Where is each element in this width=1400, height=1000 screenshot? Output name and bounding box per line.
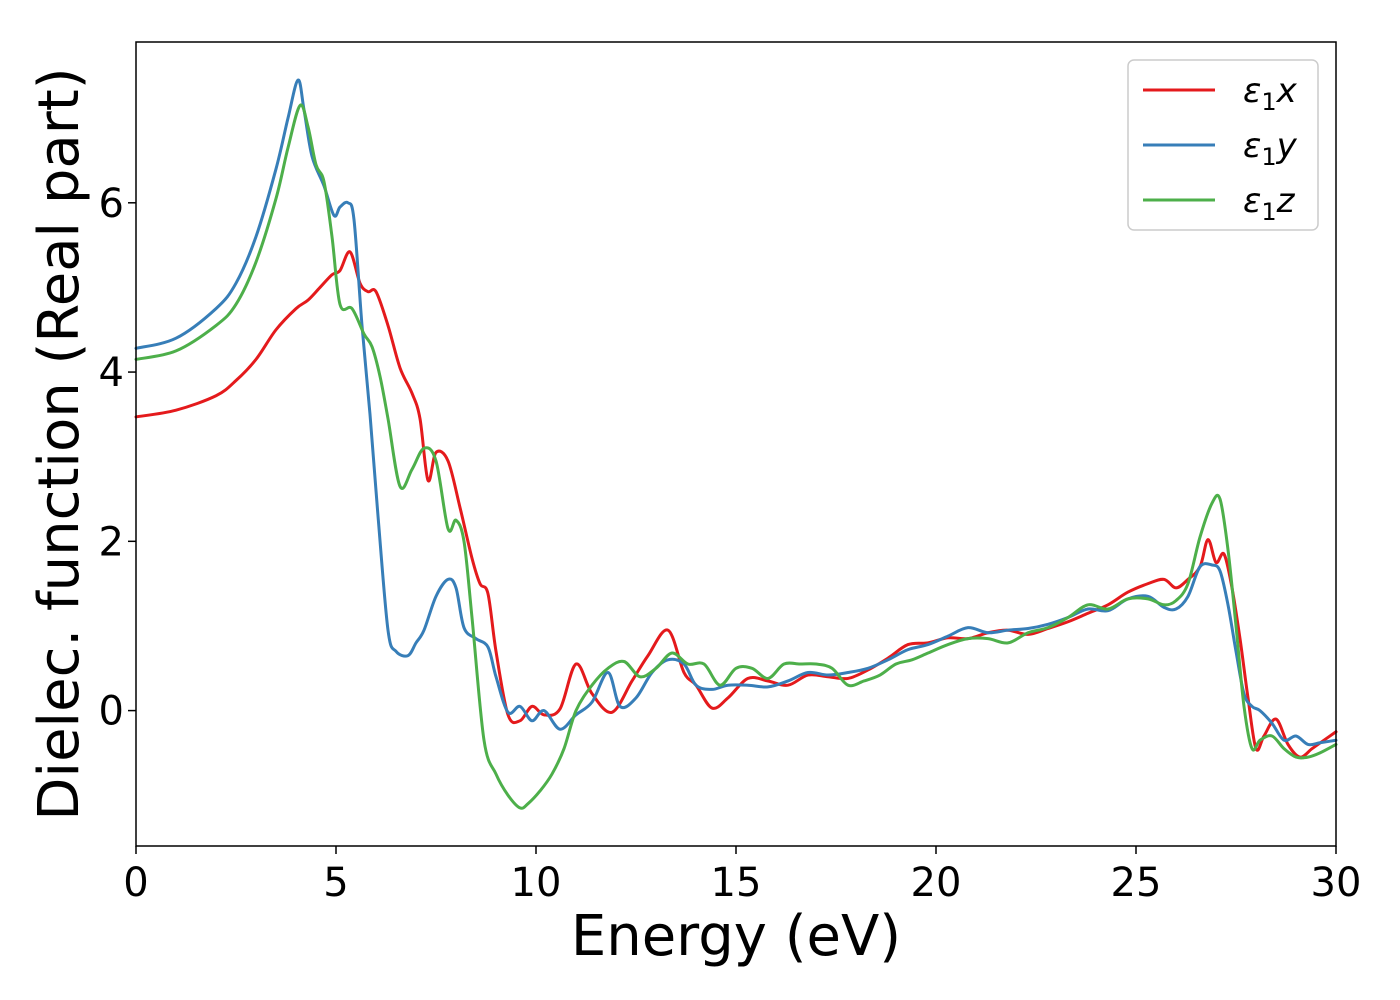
y-tick-label: 2 [99,519,124,565]
y-tick-label: 6 [99,181,124,227]
x-tick-label: 0 [123,860,148,906]
legend-label-z: ε1z [1243,181,1296,226]
x-tick-label: 20 [911,860,962,906]
series-line-x [134,250,1338,759]
x-tick-label: 10 [511,860,562,906]
y-axis-ticks: 0 2 4 6 [99,181,136,735]
series-line-z [134,103,1338,810]
x-axis-ticks: 0 5 10 15 20 25 30 [123,846,1361,906]
x-tick-label: 15 [711,860,762,906]
series-line-y [134,78,1338,747]
x-tick-label: 25 [1111,860,1162,906]
legend-label-x: ε1x [1243,71,1298,116]
legend-box [1127,59,1319,231]
y-axis-label: Dielec. function (Real part) [27,67,92,820]
legend: ε1x ε1y ε1z [1127,59,1319,231]
y-tick-label: 0 [99,689,124,735]
x-tick-label: 30 [1311,860,1362,906]
x-tick-label: 5 [323,860,348,906]
x-axis-label: Energy (eV) [571,904,901,969]
legend-label-y: ε1y [1243,126,1298,171]
y-tick-label: 4 [99,350,124,396]
series-layer [134,78,1338,810]
